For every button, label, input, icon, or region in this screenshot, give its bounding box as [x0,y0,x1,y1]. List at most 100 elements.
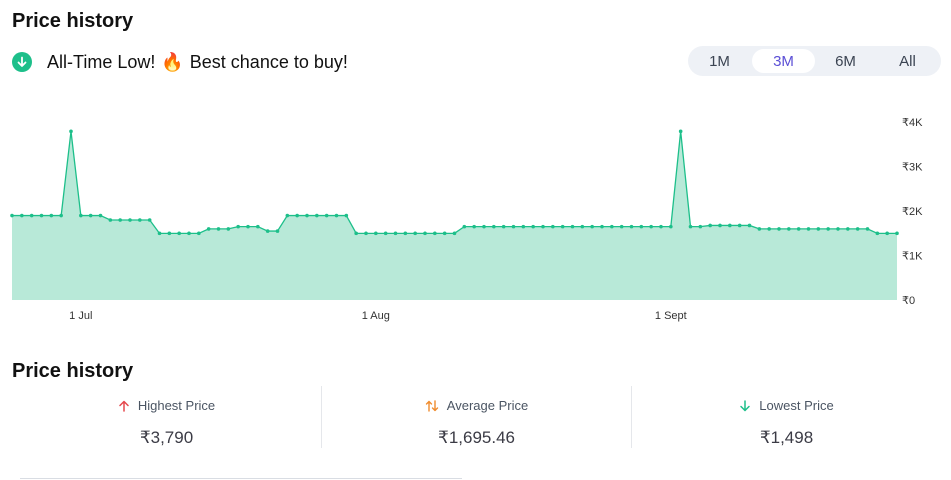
price-point [167,231,172,236]
price-point [669,224,673,229]
price-point [354,231,358,236]
price-point [541,224,545,229]
price-point [128,218,132,222]
price-point [49,213,54,218]
price-point [688,224,693,229]
divider-line [20,478,462,479]
price-point [846,227,850,231]
x-tick-label: 1 Sept [655,310,687,322]
price-point [177,231,181,236]
lowest-price-stat: Lowest Price ₹1,498 [632,386,941,448]
range-option-1m[interactable]: 1M [709,52,730,70]
price-point [551,224,555,229]
price-point [492,224,496,229]
price-point [324,213,329,218]
price-history-chart: ₹4K ₹3K ₹2K ₹1K ₹0 1 Jul 1 Aug 1 Sept [10,117,923,322]
price-point [865,227,870,231]
price-point [265,229,270,233]
alert-label: All-Time Low! [47,51,156,72]
price-point [413,231,417,236]
price-point [639,224,644,229]
price-point [433,231,437,236]
y-tick-label: ₹4K [902,117,923,129]
price-point [305,213,309,218]
price-point [836,227,840,231]
price-point [216,227,221,231]
price-point [600,224,604,229]
highest-price-value: ₹3,790 [139,428,194,447]
lowest-price-label: Lowest Price [759,398,834,413]
arrow-down-icon [740,399,751,411]
price-point [560,224,565,229]
price-point [393,231,398,236]
price-point [472,224,476,229]
price-point [59,213,63,218]
price-point [629,224,634,229]
price-point [374,231,378,236]
price-point [855,227,860,231]
price-point [482,224,486,229]
price-point [118,218,122,222]
price-point [511,224,516,229]
y-tick-label: ₹1K [902,251,923,263]
price-point [885,231,889,236]
stat-divider [321,386,322,448]
price-point [767,227,771,231]
price-point [197,231,201,236]
price-point [157,231,162,236]
price-point [610,224,614,229]
price-point [590,224,594,229]
price-point [423,231,427,236]
price-point [315,213,319,218]
x-tick-label: 1 Aug [362,310,390,322]
page-title: Price history [12,10,134,32]
y-tick-label: ₹3K [902,162,923,174]
price-point [344,213,349,218]
price-point [285,213,290,218]
price-point [580,224,585,229]
price-point [895,231,899,236]
price-stats: Highest Price ₹3,790 Average Price ₹1,69… [12,386,941,448]
average-price-value: ₹1,695.46 [438,428,515,447]
price-point [570,224,575,229]
price-point [649,224,653,229]
price-point [98,213,103,218]
price-point [10,213,14,218]
price-point [619,224,624,229]
price-point [777,227,781,231]
price-area [12,131,897,300]
highest-price-stat: Highest Price ₹3,790 [12,386,321,448]
price-point [246,224,250,229]
arrow-up-icon [119,400,129,412]
price-point [334,213,339,218]
price-point [737,223,742,228]
range-option-3m[interactable]: 3M [752,49,815,73]
y-tick-label: ₹2K [902,206,923,218]
price-point [256,224,260,229]
price-point [403,231,408,236]
price-point [147,218,152,222]
price-point [206,227,211,231]
range-option-6m[interactable]: 6M [835,52,856,70]
range-option-all[interactable]: All [899,52,916,70]
alert-subtext: Best chance to buy! [189,51,348,72]
stat-divider [631,386,632,448]
price-point [295,213,299,218]
price-point [718,223,722,228]
fire-icon: 🔥 [161,51,184,72]
price-point [462,224,467,229]
highest-price-label: Highest Price [137,398,216,413]
average-price-stat: Average Price ₹1,695.46 [322,386,631,448]
x-tick-label: 1 Jul [69,310,92,322]
average-price-label: Average Price [446,398,529,413]
price-point [20,213,24,218]
price-point [383,231,388,236]
price-line [12,131,897,234]
price-point [442,231,447,236]
price-point [88,213,93,218]
price-point [728,223,732,228]
down-arrow-circle-icon [12,52,32,72]
up-down-arrows-icon [425,399,438,412]
price-point [39,213,44,218]
price-point [875,231,880,236]
